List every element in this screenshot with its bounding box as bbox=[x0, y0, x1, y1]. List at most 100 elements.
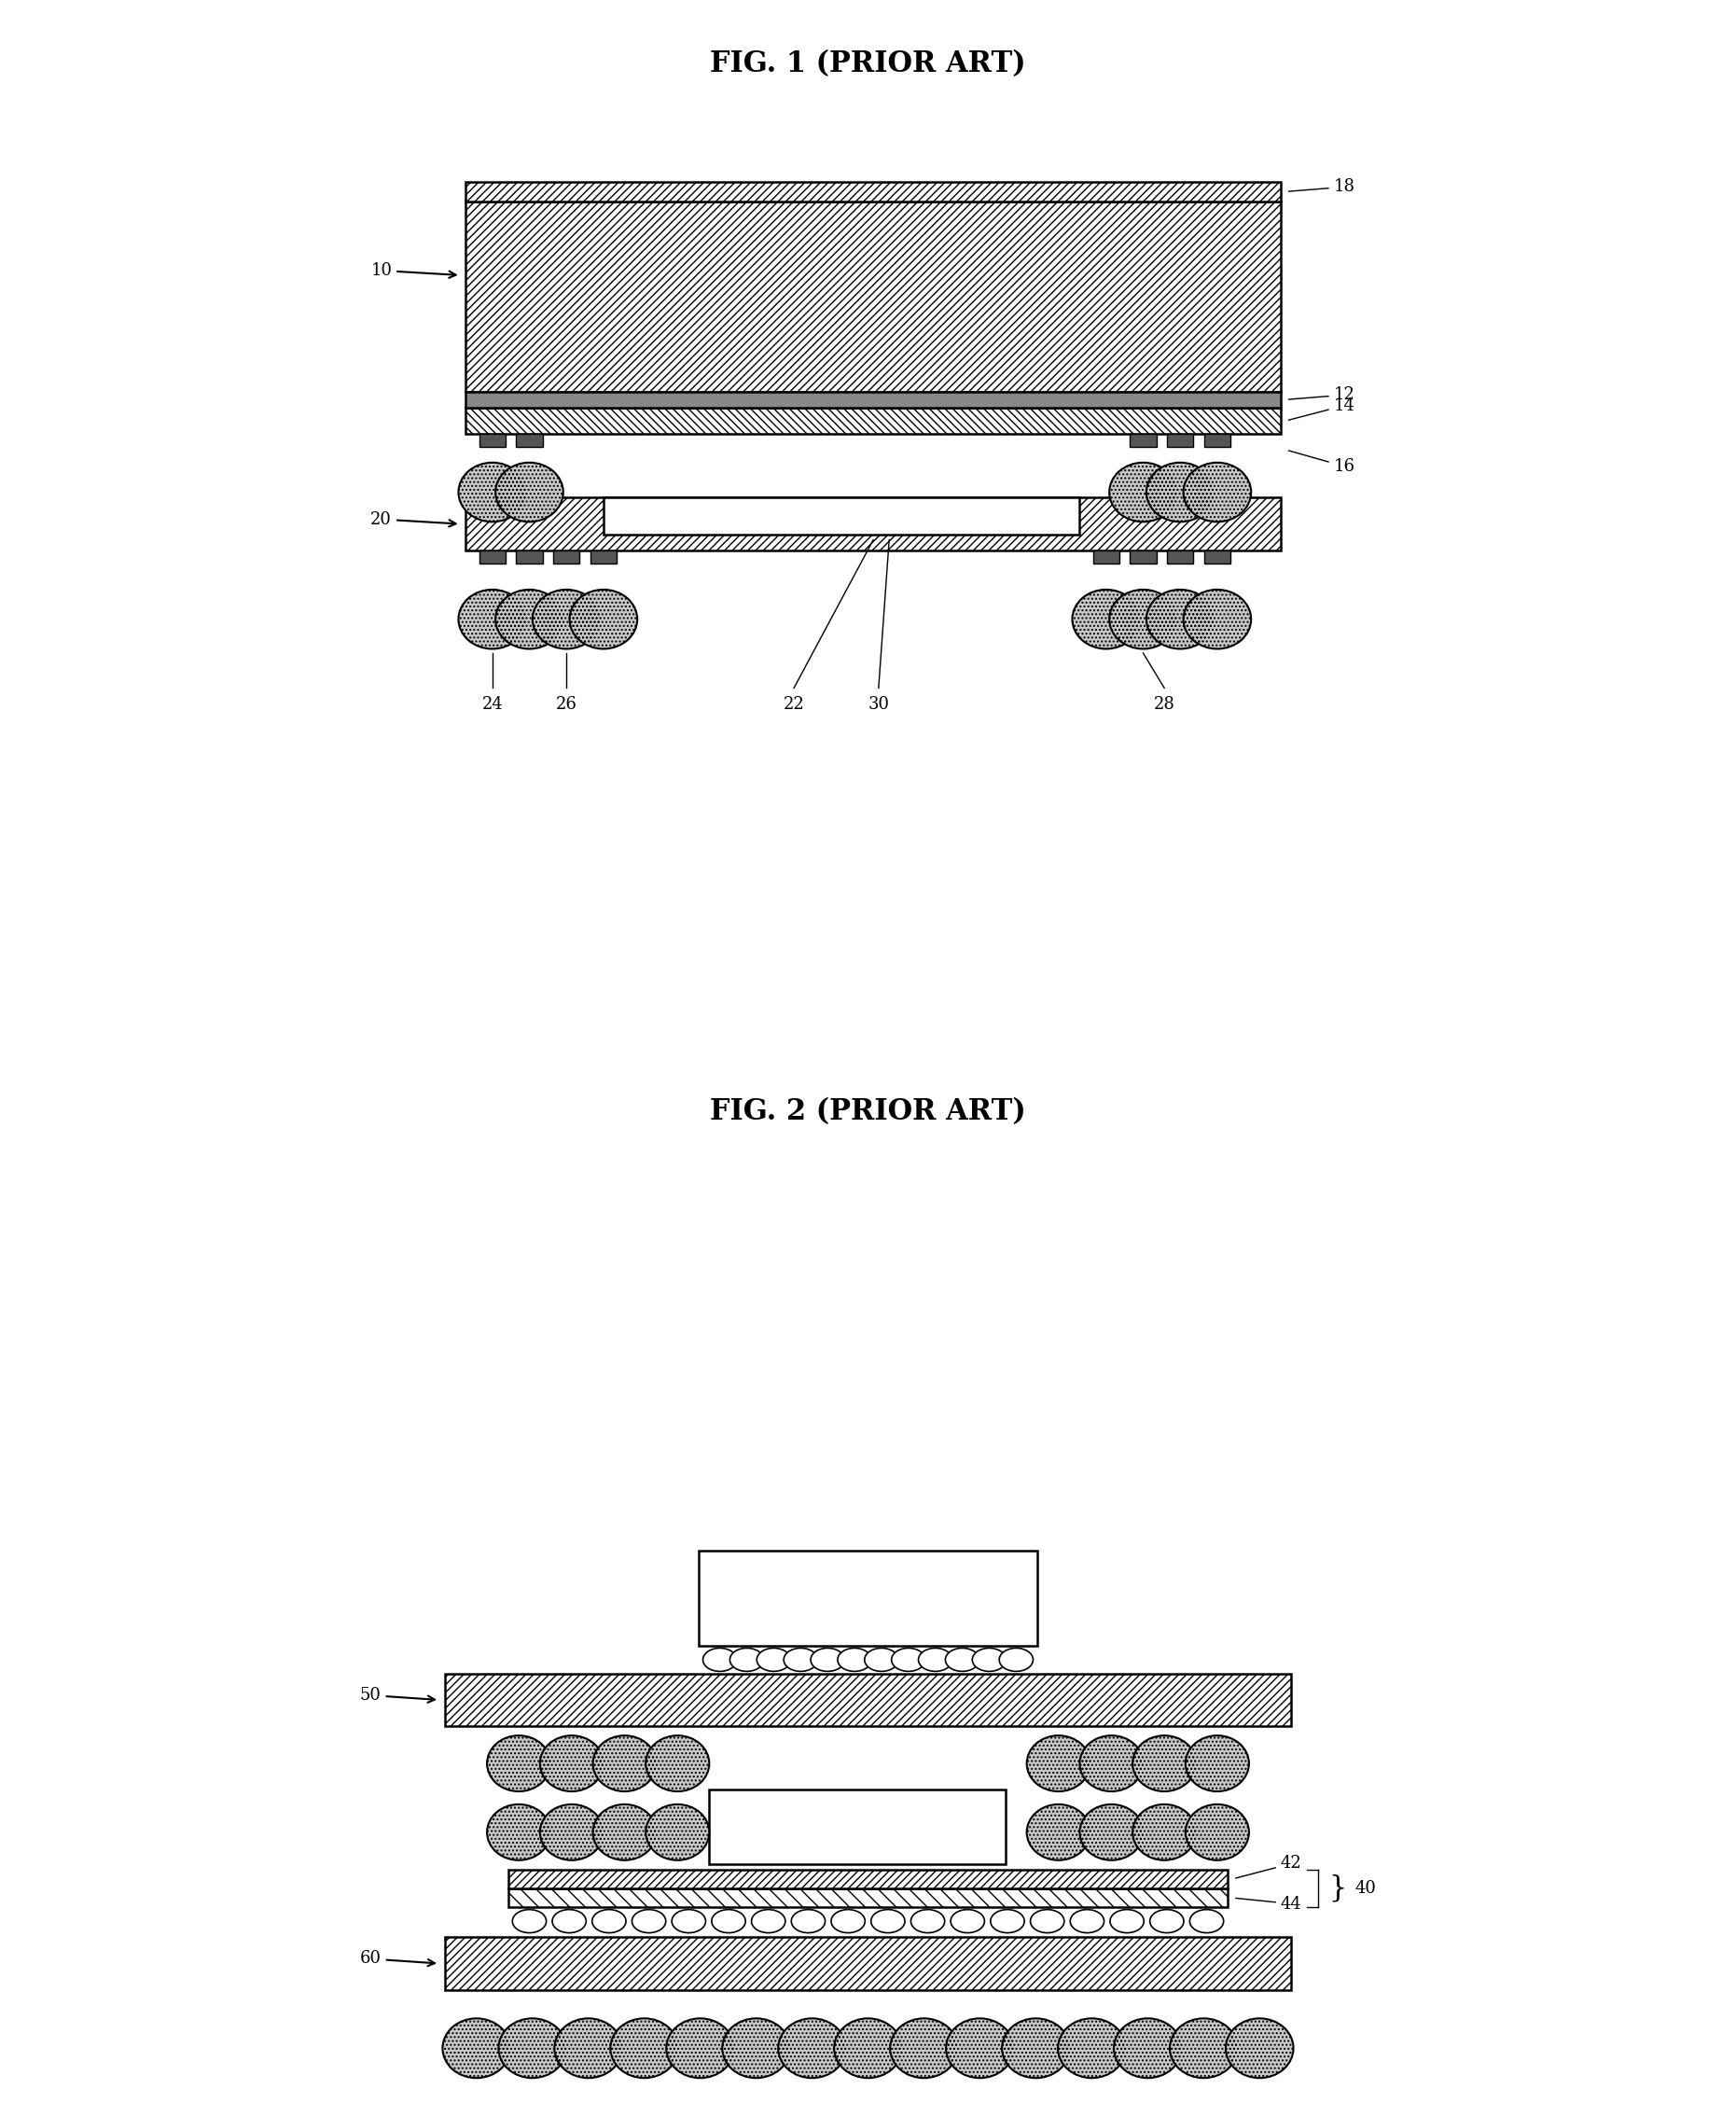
Ellipse shape bbox=[632, 1910, 667, 1933]
Ellipse shape bbox=[703, 1647, 736, 1672]
Ellipse shape bbox=[783, 1647, 818, 1672]
Bar bbox=[1205, 434, 1231, 447]
Ellipse shape bbox=[1000, 1647, 1033, 1672]
Ellipse shape bbox=[811, 1647, 844, 1672]
Ellipse shape bbox=[1031, 1910, 1064, 1933]
Ellipse shape bbox=[611, 2018, 679, 2079]
Bar bbox=[509, 1888, 1227, 1907]
Bar bbox=[1130, 550, 1156, 563]
Bar bbox=[479, 550, 505, 563]
Bar bbox=[465, 201, 1281, 392]
Ellipse shape bbox=[1002, 2018, 1069, 2079]
Ellipse shape bbox=[488, 1804, 550, 1861]
Ellipse shape bbox=[871, 1910, 904, 1933]
Ellipse shape bbox=[646, 1736, 710, 1791]
Ellipse shape bbox=[667, 2018, 734, 2079]
Ellipse shape bbox=[757, 1647, 790, 1672]
Bar bbox=[1167, 550, 1193, 563]
Ellipse shape bbox=[1226, 2018, 1293, 2079]
Ellipse shape bbox=[498, 2018, 566, 2079]
Ellipse shape bbox=[592, 1804, 656, 1861]
Ellipse shape bbox=[1115, 2018, 1182, 2079]
Ellipse shape bbox=[729, 1647, 764, 1672]
Bar bbox=[465, 201, 1281, 392]
Ellipse shape bbox=[569, 589, 637, 648]
Ellipse shape bbox=[1189, 1910, 1224, 1933]
Bar bbox=[465, 497, 1281, 550]
Ellipse shape bbox=[991, 1910, 1024, 1933]
Ellipse shape bbox=[1069, 1910, 1104, 1933]
Ellipse shape bbox=[458, 462, 526, 523]
Ellipse shape bbox=[540, 1736, 604, 1791]
Ellipse shape bbox=[1109, 1910, 1144, 1933]
Ellipse shape bbox=[1132, 1736, 1196, 1791]
Ellipse shape bbox=[1146, 462, 1213, 523]
Bar bbox=[444, 1672, 1292, 1725]
Text: 42: 42 bbox=[1236, 1854, 1302, 1878]
Ellipse shape bbox=[458, 589, 526, 648]
Bar bbox=[444, 1937, 1292, 1990]
Bar bbox=[465, 406, 1281, 434]
Text: 10: 10 bbox=[370, 263, 457, 279]
Bar bbox=[509, 1869, 1227, 1888]
Text: 14: 14 bbox=[1288, 398, 1356, 419]
Ellipse shape bbox=[837, 1647, 871, 1672]
Bar bbox=[1130, 434, 1156, 447]
Bar bbox=[710, 1789, 1005, 1863]
Ellipse shape bbox=[778, 2018, 845, 2079]
Ellipse shape bbox=[1149, 1910, 1184, 1933]
Ellipse shape bbox=[1109, 589, 1177, 648]
Ellipse shape bbox=[792, 1910, 825, 1933]
Bar bbox=[604, 497, 1080, 536]
Text: FIG. 1 (PRIOR ART): FIG. 1 (PRIOR ART) bbox=[710, 49, 1026, 78]
Ellipse shape bbox=[1026, 1804, 1090, 1861]
Bar bbox=[465, 497, 1281, 550]
Ellipse shape bbox=[832, 1910, 865, 1933]
Text: }: } bbox=[1328, 1874, 1347, 1903]
Text: 30: 30 bbox=[868, 696, 889, 713]
Ellipse shape bbox=[946, 2018, 1014, 2079]
Bar bbox=[1094, 550, 1120, 563]
Ellipse shape bbox=[495, 589, 562, 648]
Ellipse shape bbox=[672, 1910, 705, 1933]
Bar bbox=[509, 1888, 1227, 1907]
Ellipse shape bbox=[946, 1647, 979, 1672]
Ellipse shape bbox=[892, 1647, 925, 1672]
Ellipse shape bbox=[1080, 1804, 1144, 1861]
Ellipse shape bbox=[1186, 1804, 1248, 1861]
Ellipse shape bbox=[712, 1910, 745, 1933]
Text: 60: 60 bbox=[359, 1950, 434, 1967]
Ellipse shape bbox=[1184, 589, 1252, 648]
Ellipse shape bbox=[495, 462, 562, 523]
Text: 26: 26 bbox=[556, 696, 576, 713]
Bar bbox=[465, 392, 1281, 406]
Bar bbox=[1167, 434, 1193, 447]
Text: 18: 18 bbox=[1288, 178, 1356, 195]
Bar bbox=[465, 182, 1281, 201]
Text: 28: 28 bbox=[1154, 696, 1175, 713]
Bar bbox=[444, 1937, 1292, 1990]
Ellipse shape bbox=[592, 1736, 656, 1791]
Bar bbox=[516, 550, 543, 563]
Ellipse shape bbox=[1184, 462, 1252, 523]
Bar bbox=[479, 434, 505, 447]
Ellipse shape bbox=[911, 1910, 944, 1933]
Ellipse shape bbox=[554, 2018, 621, 2079]
Text: 50: 50 bbox=[359, 1687, 434, 1704]
Text: 44: 44 bbox=[1236, 1895, 1302, 1912]
Ellipse shape bbox=[951, 1910, 984, 1933]
Text: 40: 40 bbox=[1354, 1880, 1377, 1897]
Ellipse shape bbox=[1186, 1736, 1248, 1791]
Ellipse shape bbox=[512, 1910, 547, 1933]
Ellipse shape bbox=[1073, 589, 1141, 648]
Ellipse shape bbox=[1057, 2018, 1125, 2079]
Ellipse shape bbox=[540, 1804, 604, 1861]
Ellipse shape bbox=[1170, 2018, 1238, 2079]
Ellipse shape bbox=[865, 1647, 899, 1672]
Ellipse shape bbox=[646, 1804, 710, 1861]
Ellipse shape bbox=[1146, 589, 1213, 648]
Ellipse shape bbox=[722, 2018, 790, 2079]
Ellipse shape bbox=[833, 2018, 903, 2079]
Ellipse shape bbox=[488, 1736, 550, 1791]
Ellipse shape bbox=[918, 1647, 953, 1672]
